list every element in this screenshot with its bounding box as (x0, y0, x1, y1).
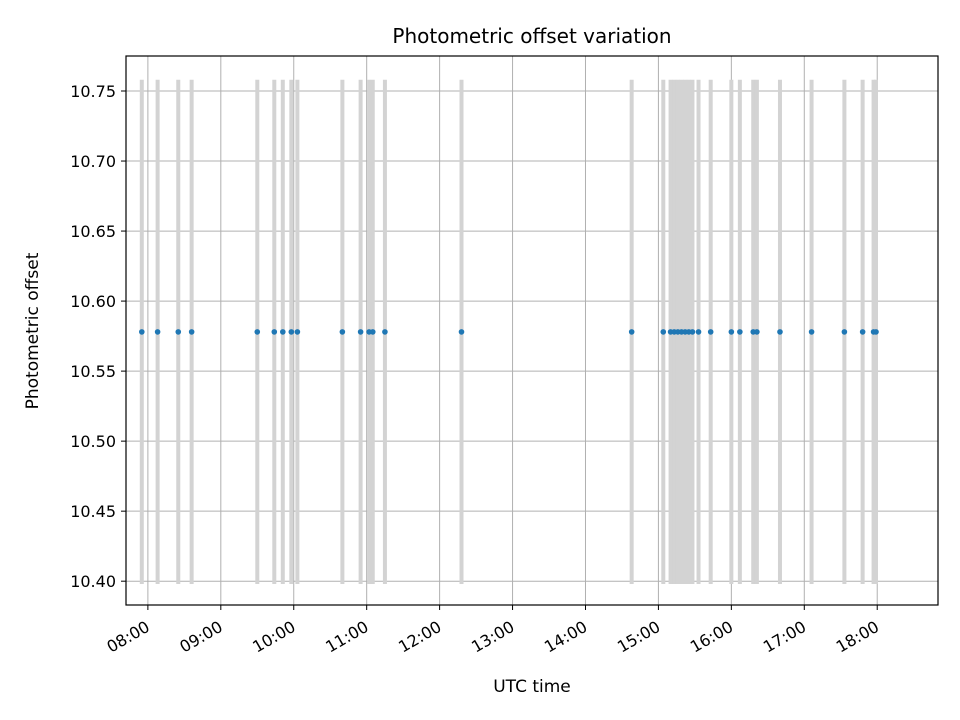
data-point (628, 329, 635, 335)
data-point (271, 329, 278, 335)
x-tick-label: 09:00 (176, 617, 225, 657)
chart-title: Photometric offset variation (392, 24, 671, 48)
plot-frame (125, 55, 939, 606)
y-axis-label: Photometric offset (23, 252, 43, 409)
data-point (139, 329, 145, 335)
x-axis-ticks: 08:00 09:00 10:00 11:00 12:00 13:00 14:00 15:00… (103, 605, 882, 657)
error-bars (139, 79, 879, 584)
data-point (294, 329, 301, 335)
y-tick-label: 10.75 (70, 82, 116, 101)
data-point (458, 329, 465, 335)
data-point (728, 329, 735, 335)
x-tick-label: 13:00 (468, 617, 517, 657)
data-point (689, 329, 696, 335)
data-points (139, 329, 879, 335)
data-point (175, 329, 182, 335)
x-tick-label: 08:00 (103, 617, 152, 657)
grid-lines (126, 56, 938, 605)
y-tick-label: 10.60 (70, 292, 116, 311)
data-point (369, 329, 376, 335)
x-tick-label: 15:00 (614, 617, 663, 657)
data-point (280, 329, 286, 335)
y-tick-label: 10.55 (70, 362, 116, 381)
y-tick-label: 10.50 (70, 432, 116, 451)
data-point (660, 329, 667, 335)
y-tick-label: 10.65 (70, 222, 116, 241)
data-point (707, 329, 714, 335)
x-tick-label: 16:00 (687, 617, 736, 657)
x-tick-label: 10:00 (249, 617, 298, 657)
x-tick-label: 11:00 (322, 617, 371, 657)
y-tick-label: 10.45 (70, 502, 116, 521)
data-point (808, 329, 815, 335)
x-tick-label: 17:00 (760, 617, 809, 657)
x-axis-label: UTC time (493, 677, 571, 697)
data-point (737, 329, 743, 335)
data-point (873, 329, 879, 335)
x-tick-label: 12:00 (395, 617, 444, 657)
data-point (841, 329, 848, 335)
data-point (859, 329, 866, 335)
data-point (357, 329, 364, 335)
y-tick-label: 10.40 (70, 572, 116, 591)
data-point (339, 329, 346, 335)
data-point (382, 329, 388, 335)
data-point (777, 329, 783, 335)
data-point (188, 329, 195, 335)
data-point (288, 329, 295, 335)
y-tick-label: 10.70 (70, 152, 116, 171)
x-tick-label: 14:00 (541, 617, 590, 657)
y-axis-ticks: 10.40 10.45 10.50 10.55 10.60 10.65 10.70 10.75 (70, 82, 126, 591)
data-point (754, 329, 760, 335)
x-tick-label: 18:00 (833, 617, 882, 657)
data-point (154, 329, 161, 335)
data-point (254, 329, 261, 335)
data-point (695, 329, 702, 335)
